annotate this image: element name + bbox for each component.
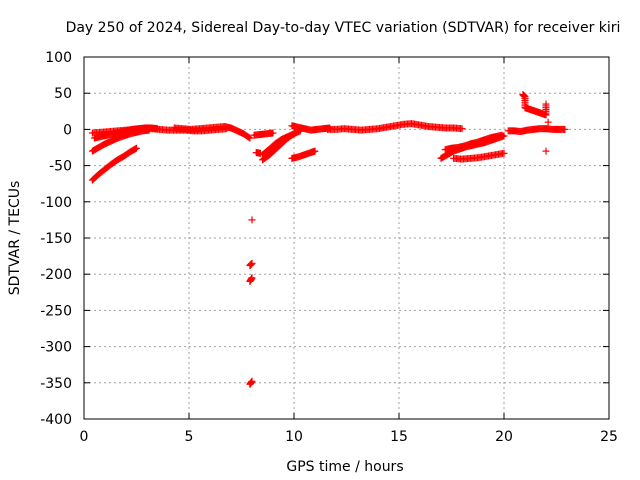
series-arc-8 [259, 130, 298, 159]
x-tick-label: 15 [390, 429, 408, 445]
x-tick-label: 5 [185, 429, 194, 445]
y-tick-label: -350 [40, 376, 72, 392]
series-arc-9 [288, 147, 319, 162]
y-tick-label: -400 [40, 412, 72, 428]
x-axis-label: GPS time / hours [286, 459, 403, 475]
x-tick-label: 20 [495, 429, 513, 445]
series-arc-5 [170, 123, 254, 142]
y-tick-label: -300 [40, 340, 72, 356]
x-tick-label: 0 [80, 429, 89, 445]
series-arc-6 [250, 129, 277, 157]
chart-title: Day 250 of 2024, Sidereal Day-to-day VTE… [66, 20, 621, 36]
y-tick-label: -150 [40, 231, 72, 247]
series-arc-13 [441, 131, 506, 154]
y-tick-label: -100 [40, 195, 72, 211]
y-tick-label: 100 [45, 50, 72, 66]
series-arc-16 [519, 91, 552, 155]
axis-ticks [83, 56, 610, 420]
series-arc-14 [450, 149, 508, 163]
y-tick-label: 0 [63, 122, 72, 138]
x-tick-labels: 0 5 10 15 20 25 [80, 429, 618, 445]
y-tick-label: -250 [40, 303, 72, 319]
y-tick-labels: 100 50 0 -50 -100 -150 -200 -250 -300 -350 -400 [40, 50, 72, 428]
data-points [88, 91, 569, 388]
series-outliers-8h [246, 216, 256, 388]
series-arc-11 [324, 120, 466, 134]
y-tick-label: -50 [49, 159, 72, 175]
y-axis-label: SDTVAR / TECUs [7, 181, 23, 296]
grid-lines [84, 57, 609, 419]
x-tick-label: 25 [600, 429, 618, 445]
y-tick-label: -200 [40, 267, 72, 283]
series-arc-15 [504, 125, 569, 136]
y-tick-label: 50 [54, 86, 72, 102]
x-tick-label: 10 [285, 429, 303, 445]
series-arc-1 [88, 144, 140, 184]
